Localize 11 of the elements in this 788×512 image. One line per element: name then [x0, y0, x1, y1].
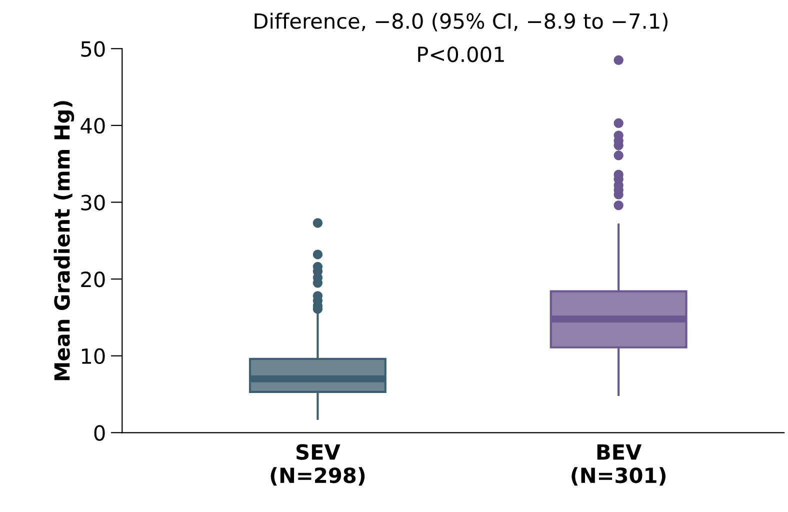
- y-tick-label: 30: [81, 194, 105, 210]
- y-tick-label: 40: [80, 118, 105, 134]
- y-tick-label: 0: [94, 425, 105, 441]
- y-axis-title: Mean Gradient (mm Hg): [54, 101, 74, 380]
- y-tick-label: 10: [82, 348, 105, 364]
- y-tick-label: 20: [81, 271, 105, 288]
- x-tick-label: BEV (N=301): [572, 444, 666, 486]
- chart-subtitle: P<0.001: [418, 46, 504, 62]
- y-tick-label: 50: [81, 41, 105, 57]
- x-tick-label: SEV (N=298): [270, 444, 365, 486]
- chart-title: Difference, −8.0 (95% CI, −8.9 to −7.1): [254, 12, 668, 32]
